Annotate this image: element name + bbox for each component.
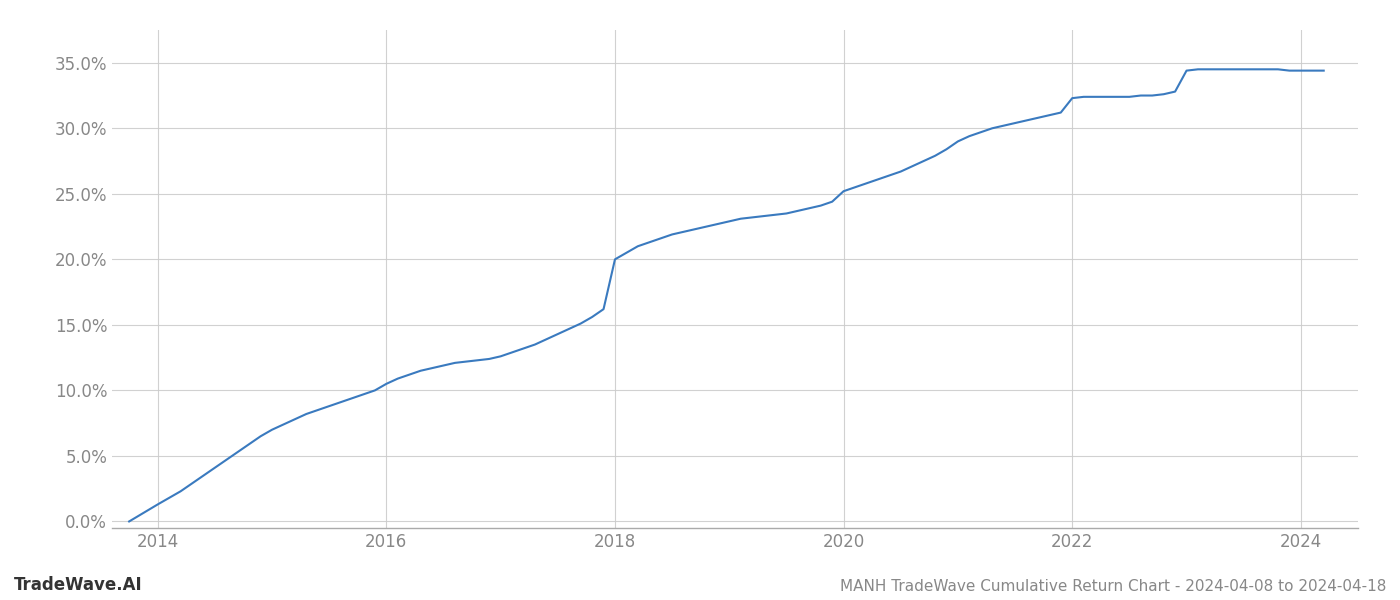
Text: TradeWave.AI: TradeWave.AI: [14, 576, 143, 594]
Text: MANH TradeWave Cumulative Return Chart - 2024-04-08 to 2024-04-18: MANH TradeWave Cumulative Return Chart -…: [840, 579, 1386, 594]
